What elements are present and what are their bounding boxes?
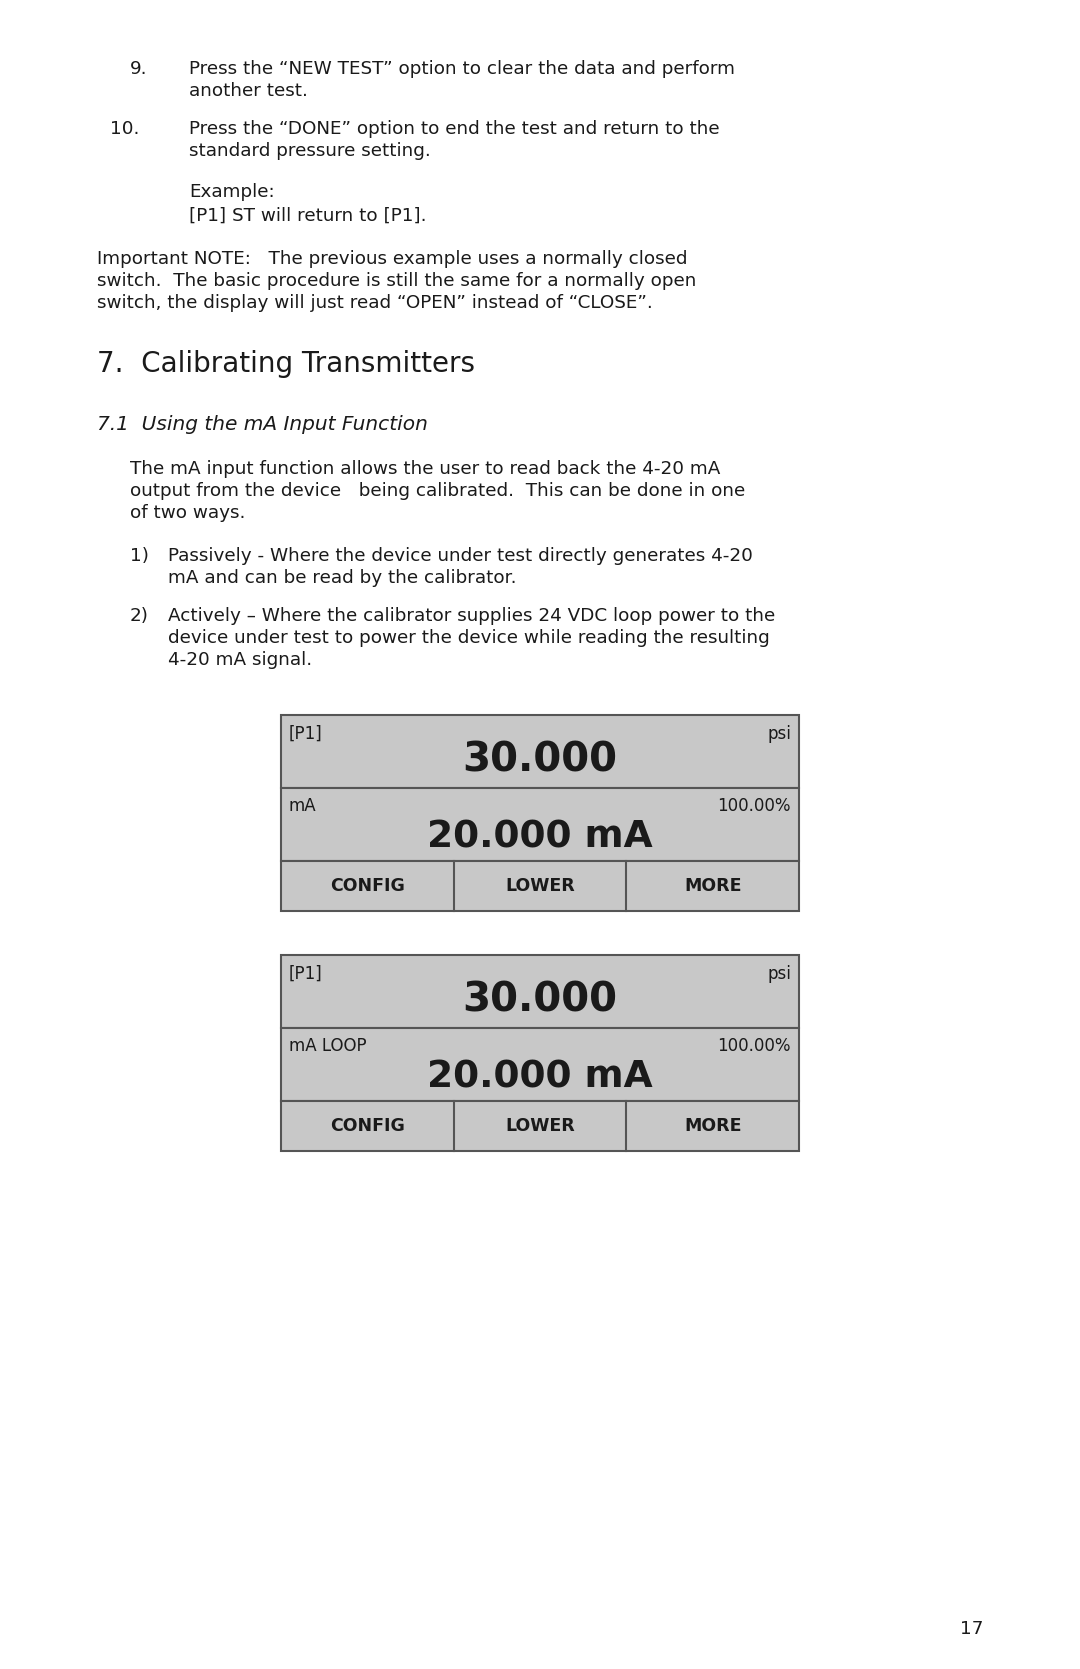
Text: MORE: MORE <box>684 1117 741 1135</box>
Text: Press the “DONE” option to end the test and return to the: Press the “DONE” option to end the test … <box>189 120 719 139</box>
Text: 100.00%: 100.00% <box>717 798 791 814</box>
Text: Actively – Where the calibrator supplies 24 VDC loop power to the: Actively – Where the calibrator supplies… <box>168 608 775 624</box>
Text: LOWER: LOWER <box>505 876 575 895</box>
Text: 10.: 10. <box>110 120 139 139</box>
Text: switch, the display will just read “OPEN” instead of “CLOSE”.: switch, the display will just read “OPEN… <box>97 294 652 312</box>
Text: psi: psi <box>767 965 791 983</box>
Text: 30.000: 30.000 <box>462 741 618 781</box>
Bar <box>281 1102 799 1152</box>
Text: LOWER: LOWER <box>505 1117 575 1135</box>
Text: Important NOTE:   The previous example uses a normally closed: Important NOTE: The previous example use… <box>97 250 688 269</box>
Text: switch.  The basic procedure is still the same for a normally open: switch. The basic procedure is still the… <box>97 272 697 290</box>
Text: Press the “NEW TEST” option to clear the data and perform: Press the “NEW TEST” option to clear the… <box>189 60 735 78</box>
Text: device under test to power the device while reading the resulting: device under test to power the device wh… <box>168 629 770 648</box>
Text: 17: 17 <box>959 1621 983 1637</box>
Text: 20.000 mA: 20.000 mA <box>428 1060 652 1095</box>
Text: 9.: 9. <box>130 60 148 78</box>
Text: 2): 2) <box>130 608 149 624</box>
Text: output from the device   being calibrated.  This can be done in one: output from the device being calibrated.… <box>130 482 745 501</box>
Text: of two ways.: of two ways. <box>130 504 245 522</box>
Bar <box>281 861 799 911</box>
Text: standard pressure setting.: standard pressure setting. <box>189 142 431 160</box>
Bar <box>281 788 799 861</box>
Text: [P1]: [P1] <box>289 965 323 983</box>
Text: psi: psi <box>767 724 791 743</box>
Bar <box>281 1028 799 1102</box>
Text: CONFIG: CONFIG <box>329 876 405 895</box>
Text: 30.000: 30.000 <box>462 980 618 1020</box>
Text: MORE: MORE <box>684 876 741 895</box>
Text: [P1]: [P1] <box>289 724 323 743</box>
Text: mA: mA <box>289 798 316 814</box>
Text: Example:: Example: <box>189 184 274 200</box>
Text: another test.: another test. <box>189 82 308 100</box>
Bar <box>281 955 799 1028</box>
Text: mA LOOP: mA LOOP <box>289 1036 366 1055</box>
Text: 100.00%: 100.00% <box>717 1036 791 1055</box>
Text: 20.000 mA: 20.000 mA <box>428 819 652 856</box>
Bar <box>281 714 799 788</box>
Text: 1): 1) <box>130 547 149 566</box>
Text: Passively - Where the device under test directly generates 4-20: Passively - Where the device under test … <box>168 547 753 566</box>
Text: 7.1  Using the mA Input Function: 7.1 Using the mA Input Function <box>97 416 428 434</box>
Text: 7.  Calibrating Transmitters: 7. Calibrating Transmitters <box>97 350 475 377</box>
Text: CONFIG: CONFIG <box>329 1117 405 1135</box>
Text: 4-20 mA signal.: 4-20 mA signal. <box>168 651 312 669</box>
Text: The mA input function allows the user to read back the 4-20 mA: The mA input function allows the user to… <box>130 461 720 477</box>
Text: mA and can be read by the calibrator.: mA and can be read by the calibrator. <box>168 569 516 587</box>
Text: [P1] ST will return to [P1].: [P1] ST will return to [P1]. <box>189 207 427 225</box>
